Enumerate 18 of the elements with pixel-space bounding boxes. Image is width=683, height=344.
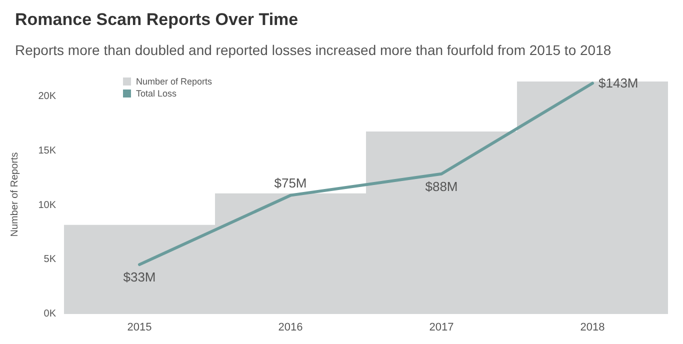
legend-label: Number of Reports	[136, 76, 213, 86]
x-tick-label: 2015	[127, 322, 152, 334]
y-tick-label: 5K	[44, 254, 56, 266]
legend-label: Total Loss	[136, 88, 178, 98]
chart-title: Romance Scam Reports Over Time	[15, 10, 298, 29]
y-tick-label: 10K	[38, 200, 56, 211]
y-axis-title: Number of Reports	[10, 152, 20, 237]
data-label: $143M	[598, 76, 638, 91]
y-tick-label: 15K	[38, 146, 56, 157]
x-tick-label: 2017	[429, 322, 454, 334]
x-tick-label: 2018	[580, 322, 605, 334]
y-tick-label: 0K	[44, 308, 56, 320]
y-tick-label: 20K	[38, 91, 56, 102]
data-label: $88M	[425, 178, 458, 194]
data-label: $75M	[274, 175, 307, 190]
chart-subtitle: Reports more than doubled and reported losses increased more than fourfold from 2015 to 2018	[15, 42, 612, 58]
x-tick-label: 2016	[278, 322, 303, 334]
data-label: $33M	[123, 270, 156, 285]
